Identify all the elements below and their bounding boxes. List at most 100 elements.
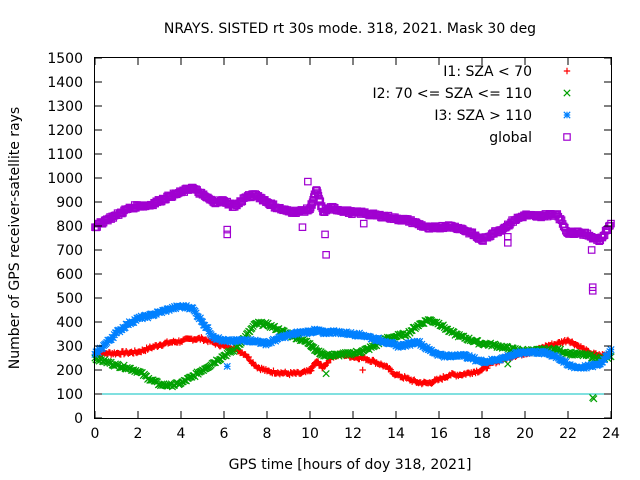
- outlier-point: [322, 251, 330, 259]
- outlier-point: [322, 369, 330, 378]
- data-point-interp: [468, 353, 476, 361]
- data-point-interp: [293, 328, 301, 336]
- data-point-interp: [110, 362, 118, 370]
- data-point-interp: [196, 314, 204, 322]
- data-point-interp: [346, 331, 354, 339]
- legend-label: I3: SZA > 110: [434, 108, 532, 124]
- plot-frame: [94, 57, 612, 419]
- data-point-interp: [125, 318, 134, 326]
- outlier-point: [223, 230, 232, 239]
- data-point-interp: [486, 357, 495, 366]
- y-tick-label: 1100: [47, 147, 83, 163]
- y-tick-label: 0: [74, 411, 83, 427]
- x-tick-label: 18: [473, 426, 491, 442]
- data-point-interp: [425, 316, 433, 324]
- outlier-point: [223, 225, 232, 234]
- data-point-interp: [245, 353, 252, 361]
- x-tick-label: 0: [91, 426, 100, 442]
- y-tick-label: 500: [56, 291, 83, 307]
- y-tick-label: 900: [56, 195, 83, 211]
- y-tick-label: 1000: [47, 171, 83, 187]
- data-point-interp: [457, 332, 466, 340]
- outlier-point: [321, 230, 329, 239]
- outlier-point: [223, 362, 231, 371]
- y-tick-label: 1500: [47, 51, 83, 67]
- series-4: [91, 183, 615, 246]
- data-point-interp: [313, 187, 321, 195]
- data-point-interp: [308, 367, 315, 374]
- legend-marker: [563, 67, 571, 75]
- data-point-interp: [429, 379, 436, 387]
- data-point-interp: [318, 327, 326, 335]
- data-point-interp: [540, 350, 548, 358]
- legend-item: I3: SZA > 110: [434, 108, 571, 124]
- outlier-point: [590, 395, 598, 403]
- y-axis: 0 100 200 300 400 500 600 700 800 900 1000 1100 1200…: [47, 51, 611, 427]
- data-point-interp: [124, 321, 132, 329]
- series-group: [91, 177, 615, 403]
- data-point-interp: [605, 350, 613, 358]
- data-point-interp: [98, 344, 107, 352]
- data-point-interp: [205, 327, 213, 335]
- x-tick-label: 24: [602, 426, 620, 442]
- x-tick-label: 14: [387, 426, 405, 442]
- legend-label: global: [489, 130, 532, 146]
- legend-label: I1: SZA < 70: [443, 64, 532, 80]
- outlier-point: [359, 219, 368, 228]
- x-tick-label: 22: [559, 426, 577, 442]
- data-point-interp: [94, 348, 102, 357]
- y-tick-label: 1200: [47, 123, 83, 139]
- data-point-interp: [109, 334, 117, 342]
- y-tick-label: 700: [56, 243, 83, 259]
- x-tick-label: 2: [134, 426, 143, 442]
- data-point-interp: [383, 362, 390, 370]
- outlier-point: [504, 239, 512, 247]
- data-point-interp: [556, 215, 565, 223]
- legend-item: global: [489, 130, 571, 146]
- x-tick-label: 10: [301, 426, 319, 442]
- data-point-interp: [386, 365, 393, 372]
- data-point-interp: [189, 304, 197, 312]
- legend-item: I1: SZA < 70: [443, 64, 571, 80]
- outlier-point: [304, 177, 312, 186]
- data-point-interp: [606, 347, 614, 356]
- x-tick-label: 8: [263, 426, 272, 442]
- data-point-interp: [192, 309, 200, 317]
- y-axis-title: Number of GPS receiver-satellite rays: [7, 107, 23, 369]
- legend-label: I2: 70 <= SZA <= 110: [372, 86, 532, 102]
- data-point-interp: [228, 338, 237, 346]
- data-point-interp: [441, 325, 450, 333]
- outlier-point: [298, 223, 307, 232]
- data-point: [198, 318, 207, 326]
- y-tick-label: 300: [56, 339, 83, 355]
- y-tick-label: 200: [56, 363, 83, 379]
- legend-item: I2: 70 <= SZA <= 110: [372, 86, 571, 102]
- x-tick-label: 12: [344, 426, 362, 442]
- legend-marker: [563, 89, 571, 97]
- y-tick-label: 1300: [47, 99, 83, 115]
- y-tick-label: 100: [56, 387, 83, 403]
- data-point-interp: [581, 361, 589, 370]
- x-tick-label: 20: [516, 426, 534, 442]
- data-point-interp: [355, 349, 364, 357]
- data-point-interp: [314, 358, 321, 365]
- data-point-interp: [137, 312, 145, 320]
- data-point-interp: [405, 339, 413, 347]
- y-tick-label: 400: [56, 315, 83, 331]
- outlier-point: [588, 287, 597, 295]
- y-tick-label: 800: [56, 219, 83, 235]
- series-3: [91, 301, 615, 372]
- outlier-point: [504, 360, 512, 368]
- outlier-point: [359, 366, 366, 374]
- outlier-point: [587, 246, 596, 254]
- data-point-interp: [578, 349, 586, 358]
- data-point-interp: [332, 330, 340, 338]
- y-tick-label: 600: [56, 267, 83, 283]
- data-point-interp: [261, 338, 269, 347]
- data-point-interp: [321, 363, 328, 370]
- plot-area: [91, 57, 615, 419]
- outlier-points: [223, 177, 598, 403]
- data-point-interp: [204, 323, 212, 332]
